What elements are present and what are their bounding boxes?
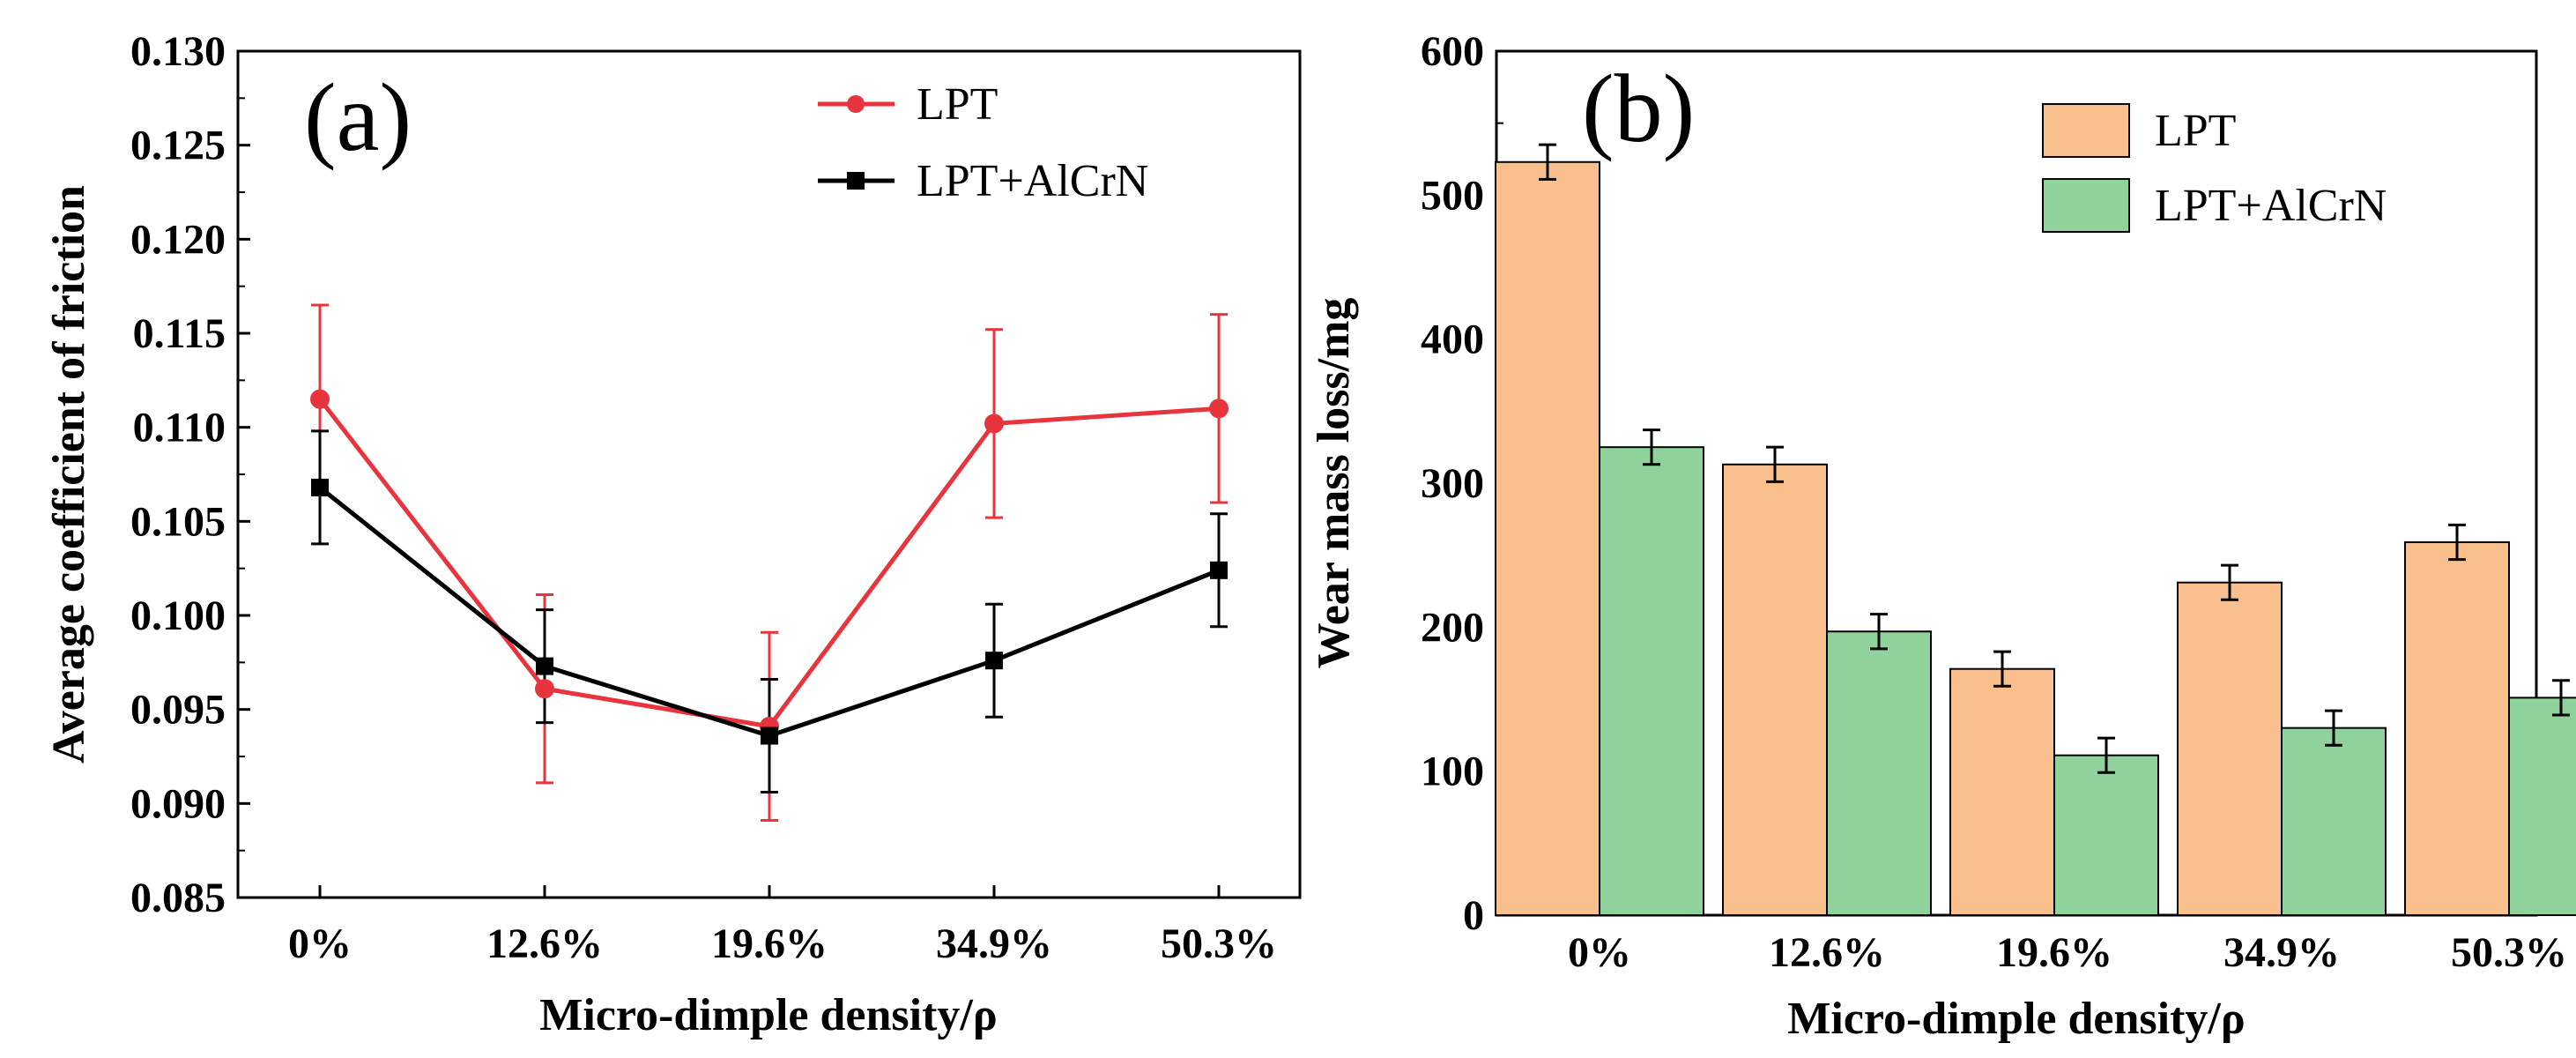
panel-a-point-marker [311, 478, 329, 496]
panel-b-bar-alcrn [1599, 446, 1704, 916]
panel-b-x-ticks: 0% 12.6% 19.6% 34.9% 50.3% [1568, 903, 2567, 976]
panel-b-bar-alcrn [2508, 697, 2576, 916]
panel-a-y-axis-title: Average coefficient of friction [44, 185, 94, 764]
panel-a-point-marker [536, 657, 553, 675]
panel-b-x-tick-label: 19.6% [1996, 929, 2112, 976]
panel-b-bar-lpt [2177, 581, 2283, 916]
panel-b-error-bar [2221, 563, 2238, 601]
panel-b-y-axis-title: Wear mass loss/mg [1309, 298, 1359, 669]
panel-b-bar-chart: 0 100 200 300 400 500 600 0% 12.6% 19.6% 34.9% 50.… [1309, 28, 2576, 1044]
panel-a-x-tick-label: 12.6% [486, 920, 603, 967]
legend-b-alcrn-swatch [2042, 178, 2130, 233]
panel-a-label: (a) [304, 63, 412, 171]
panel-b-x-axis-title: Micro-dimple density/ρ [1787, 994, 2245, 1044]
panel-b-x-tick-label: 12.6% [1769, 929, 1885, 976]
panel-b-y-tick-label: 400 [1421, 317, 1484, 363]
panel-a-point-marker [984, 414, 1004, 434]
panel-a-y-ticks: 0.085 0.090 0.095 0.100 0.105 0.110 0.115 0.120… [130, 28, 250, 921]
panel-b-error-bar [1993, 650, 2011, 688]
panel-b-bars [1495, 160, 2576, 917]
panel-a-point-marker [310, 389, 330, 409]
panel-b-y-tick-label: 300 [1421, 460, 1484, 507]
panel-b-error-bar [1539, 143, 1556, 181]
panel-a-y-tick-label: 0.100 [130, 592, 226, 639]
panel-b-error-bar [1766, 445, 1784, 483]
panel-a-y-tick-label: 0.085 [130, 875, 226, 921]
panel-b-error-bar [1643, 428, 1660, 466]
panel-a-legend: LPT LPT+AlCrN [818, 79, 1148, 206]
panel-a-point-marker [535, 679, 554, 699]
panel-b-bar-lpt [1949, 667, 2055, 916]
legend-a-alcrn-marker [847, 172, 865, 190]
panel-a-y-tick-label: 0.125 [130, 123, 226, 169]
legend-b-lpt-label: LPT [2155, 106, 2236, 156]
panel-b-legend: LPT LPT+AlCrN [2042, 103, 2387, 233]
panel-b-x-tick-label: 50.3% [2451, 929, 2567, 976]
panel-b-y-tick-label: 0 [1463, 892, 1484, 939]
legend-a-alcrn-label: LPT+AlCrN [917, 156, 1148, 206]
panel-b-bar-alcrn [2281, 726, 2387, 917]
panel-b-error-bar [2448, 523, 2466, 562]
panel-b-error-bar [2097, 736, 2115, 774]
panel-b-error-bar [2552, 679, 2570, 717]
panel-a-point-marker [1210, 561, 1228, 579]
panel-a-point-marker [761, 726, 778, 745]
panel-b-bar-lpt [1722, 463, 1828, 916]
panel-b-label: (b) [1582, 55, 1695, 162]
panel-a-y-tick-label: 0.105 [130, 498, 226, 545]
panel-a-line-chart: 0.085 0.090 0.095 0.100 0.105 0.110 0.115 0.120… [44, 28, 1302, 1040]
legend-a-lpt-marker [847, 95, 865, 113]
panel-b-y-tick-label: 200 [1421, 604, 1484, 651]
panel-b-bar-lpt [1495, 160, 1600, 916]
panel-b-x-tick-label: 34.9% [2223, 929, 2340, 976]
panel-a-point-marker [1209, 399, 1229, 419]
panel-b-error-bar [2325, 709, 2342, 747]
panel-a-x-ticks: 0% 12.6% 19.6% 34.9% 50.3% [288, 885, 1277, 967]
panel-a-y-tick-label: 0.110 [133, 405, 226, 451]
panel-b-bar-alcrn [2053, 754, 2159, 917]
panel-a-x-tick-label: 34.9% [936, 920, 1052, 967]
panel-a-point-marker [985, 652, 1003, 670]
panel-b-error-bars [1539, 143, 2570, 774]
panel-a-y-tick-label: 0.120 [130, 216, 226, 263]
panel-a-y-tick-label: 0.090 [130, 780, 226, 827]
panel-b-y-tick-label: 100 [1421, 749, 1484, 795]
panel-a-y-tick-label: 0.115 [133, 310, 226, 357]
panel-a-y-tick-label: 0.130 [130, 28, 226, 75]
panel-a-y-tick-label: 0.095 [130, 687, 226, 734]
panel-a-markers [310, 389, 1229, 745]
panel-b-y-tick-label: 500 [1421, 172, 1484, 219]
panel-a-x-tick-label: 19.6% [711, 920, 828, 967]
legend-b-alcrn-label: LPT+AlCrN [2155, 181, 2387, 231]
panel-a-x-tick-label: 0% [288, 920, 352, 967]
panel-a-x-tick-label: 50.3% [1161, 920, 1277, 967]
panel-b-bar-lpt [2404, 540, 2510, 916]
legend-b-lpt-swatch [2042, 103, 2130, 158]
panel-b-x-tick-label: 0% [1568, 929, 1631, 976]
panel-b-bar-alcrn [1826, 630, 1932, 916]
panel-b-error-bar [1870, 613, 1888, 651]
legend-a-lpt-label: LPT [917, 79, 998, 130]
panel-b-y-tick-label: 600 [1421, 28, 1484, 75]
panel-a-x-axis-title: Micro-dimple density/ρ [539, 990, 997, 1040]
